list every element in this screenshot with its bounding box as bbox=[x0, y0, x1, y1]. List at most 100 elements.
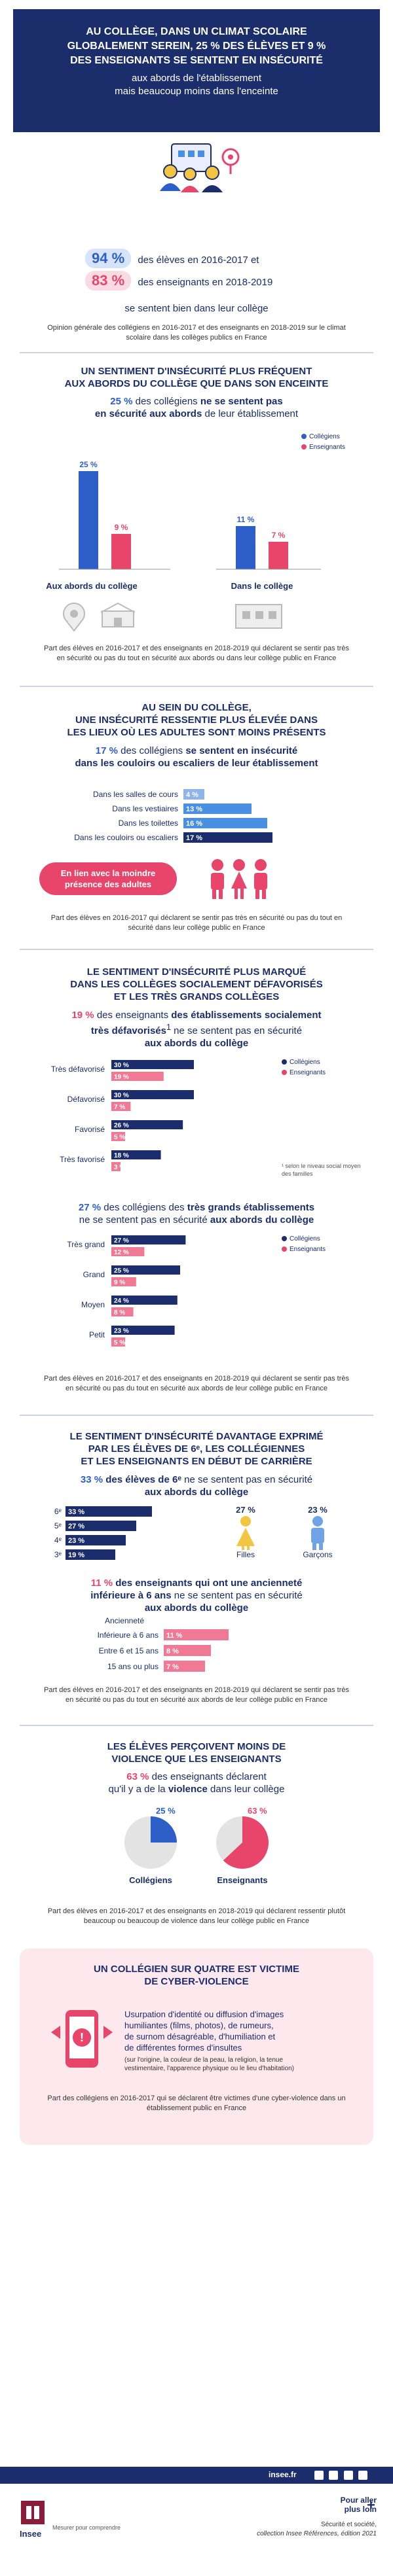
bar bbox=[111, 1102, 131, 1111]
anciennete-label: Ancienneté bbox=[104, 1616, 145, 1625]
section1-lead-a: des collégiens bbox=[135, 396, 198, 407]
section3-lead1-value: 19 % bbox=[71, 1010, 94, 1021]
school-building-icon bbox=[98, 602, 138, 631]
section6-title: UN COLLÉGIEN SUR QUATRE EST VICTIME DE C… bbox=[20, 1963, 373, 1988]
section3-title-line: ET LES TRÈS GRANDS COLLÈGES bbox=[113, 991, 280, 1002]
data-label: 25 % bbox=[79, 460, 98, 469]
section1-title: UN SENTIMENT D'INSÉCURITÉ PLUS FRÉQUENT … bbox=[0, 365, 393, 390]
section6-body-line: Usurpation d'identité ou diffusion d'ima… bbox=[124, 2009, 284, 2019]
boys-label: Garçons bbox=[303, 1550, 333, 1559]
category-label: 3ᵉ bbox=[54, 1550, 62, 1559]
section3-lead2: 27 % des collégiens des très grands étab… bbox=[20, 1201, 373, 1226]
girls-value: 27 % bbox=[236, 1505, 255, 1515]
data-label: 3 % bbox=[114, 1164, 125, 1171]
section6-title-line: UN COLLÉGIEN SUR QUATRE EST VICTIME bbox=[94, 1964, 299, 1975]
pie-slice bbox=[223, 1816, 269, 1869]
bar bbox=[111, 534, 131, 569]
data-label: 33 % bbox=[68, 1508, 84, 1516]
section2-badge-line: présence des adultes bbox=[64, 879, 152, 889]
intro-stat-tail: se sentent bien dans leur collège bbox=[124, 303, 269, 314]
category-label: Dans les salles de cours bbox=[93, 790, 178, 799]
section3-title-line: LE SENTIMENT D'INSÉCURITÉ PLUS MARQUÉ bbox=[86, 966, 307, 978]
section5-lead-value: 63 % bbox=[126, 1771, 149, 1782]
section5-lead-d: dans leur collège bbox=[210, 1784, 285, 1795]
bar bbox=[111, 1337, 125, 1347]
section5-lead-a: des enseignants déclarent bbox=[151, 1771, 267, 1782]
section2-note: Part des élèves en 2016-2017 qui déclare… bbox=[50, 914, 343, 932]
bar bbox=[164, 1645, 211, 1656]
data-label: 27 % bbox=[114, 1237, 129, 1244]
bar bbox=[66, 1535, 126, 1545]
divider bbox=[20, 352, 373, 353]
insee-logo: Insee bbox=[20, 2499, 46, 2539]
bar bbox=[183, 832, 272, 843]
section4-lead1-b: ne se sentent pas en sécurité bbox=[184, 1474, 313, 1485]
section3-lead1-d: ne se sentent pas en sécurité bbox=[174, 1025, 303, 1036]
bar bbox=[111, 1132, 125, 1141]
section2-badge-line: En lien avec la moindre bbox=[60, 868, 156, 878]
section3-title: LE SENTIMENT D'INSÉCURITÉ PLUS MARQUÉ DA… bbox=[0, 966, 393, 1003]
data-label: 9 % bbox=[114, 1279, 125, 1286]
bar bbox=[111, 1326, 175, 1335]
data-label: 11 % bbox=[166, 1632, 183, 1640]
more-info[interactable]: Pour aller plus loin bbox=[298, 2496, 377, 2514]
data-label: 5 % bbox=[114, 1339, 125, 1347]
section5-title-line: VIOLENCE QUE LES ENSEIGNANTS bbox=[111, 1754, 282, 1765]
section3-lead2-c: ne se sentent pas en sécurité bbox=[79, 1214, 208, 1226]
data-label: 8 % bbox=[114, 1309, 125, 1316]
category-label: 5ᵉ bbox=[54, 1521, 62, 1530]
bar bbox=[183, 803, 252, 814]
section1-lead: 25 % des collégiens ne se sentent pas en… bbox=[20, 395, 373, 420]
data-label: 25 % bbox=[114, 1267, 129, 1275]
legend-teachers: Enseignants bbox=[290, 1246, 326, 1253]
section5-lead-b: qu'il y a de la bbox=[108, 1784, 166, 1795]
header-title-line: DES ENSEIGNANTS SE SENTENT EN INSÉCURITÉ bbox=[70, 55, 323, 66]
category-label: Collégiens bbox=[129, 1875, 172, 1885]
reference-line: Sécurité et société, bbox=[320, 2521, 377, 2528]
insee-brand: Insee bbox=[20, 2529, 42, 2539]
section5-title: LES ÉLÈVES PERÇOIVENT MOINS DE VIOLENCE … bbox=[0, 1740, 393, 1765]
social-icons bbox=[314, 2471, 368, 2483]
section3-chart1: Très défavorisé 30 % 19 % Défavorisé 30 % 7 %… bbox=[51, 1060, 194, 1171]
intro-stat1-text: des élèves en 2016-2017 et bbox=[138, 255, 259, 266]
data-label: 11 % bbox=[237, 515, 255, 524]
section4-lead2-value: 11 % bbox=[90, 1578, 113, 1589]
data-label: 18 % bbox=[114, 1152, 129, 1159]
header-subtitle-line: mais beaucoup moins dans l'enceinte bbox=[115, 86, 278, 97]
section1-lead-d: de leur établissement bbox=[204, 408, 299, 419]
bar bbox=[111, 1060, 194, 1069]
youtube-icon[interactable] bbox=[343, 2471, 353, 2480]
data-label: 12 % bbox=[114, 1249, 129, 1256]
section1-title-line: AUX ABORDS DU COLLÈGE QUE DANS SON ENCEI… bbox=[64, 378, 329, 389]
more-info-line: plus loin bbox=[344, 2505, 377, 2514]
section4-lead2-e: aux abords du collège bbox=[144, 1602, 249, 1614]
section4-lead1-a: des élèves de 6ᵉ bbox=[105, 1474, 181, 1485]
cyber-box: UN COLLÉGIEN SUR QUATRE EST VICTIME DE C… bbox=[20, 1949, 373, 2145]
bar bbox=[111, 1265, 180, 1275]
section1-note: Part des élèves en 2016-2017 et des ense… bbox=[44, 644, 349, 662]
data-label: 19 % bbox=[114, 1074, 129, 1081]
category-label: Inférieure à 6 ans bbox=[98, 1631, 159, 1640]
svg-text:!: ! bbox=[80, 2031, 84, 2044]
section6-body-line: de différentes formes d'insultes bbox=[124, 2043, 242, 2053]
more-info-line: Pour aller bbox=[340, 2496, 377, 2505]
intro-stat1: 94 % des élèves en 2016-2017 et bbox=[85, 249, 321, 268]
data-label: 9 % bbox=[115, 523, 128, 532]
reference: Sécurité et société, collection Insee Ré… bbox=[236, 2520, 377, 2539]
phone-alert-icon: ! bbox=[46, 2006, 118, 2075]
divider bbox=[20, 949, 373, 950]
data-label: 23 % bbox=[68, 1537, 84, 1545]
linkedin-icon[interactable] bbox=[358, 2471, 368, 2480]
footer-site[interactable]: insee.fr bbox=[269, 2470, 297, 2479]
legend-students: Collégiens bbox=[290, 1235, 320, 1243]
section3-lead2-value: 27 % bbox=[78, 1202, 102, 1213]
adults-icon bbox=[203, 857, 275, 904]
section6-title-line: DE CYBER-VIOLENCE bbox=[144, 1976, 249, 1987]
section4-lead1-c: aux abords du collège bbox=[144, 1487, 249, 1498]
category-label: Grand bbox=[83, 1270, 105, 1279]
twitter-icon[interactable] bbox=[329, 2471, 339, 2480]
facebook-icon[interactable] bbox=[314, 2471, 324, 2480]
people-icon bbox=[152, 137, 244, 196]
category-label: Dans les couloirs ou escaliers bbox=[74, 833, 178, 842]
section5-title-line: LES ÉLÈVES PERÇOIVENT MOINS DE bbox=[107, 1741, 286, 1752]
